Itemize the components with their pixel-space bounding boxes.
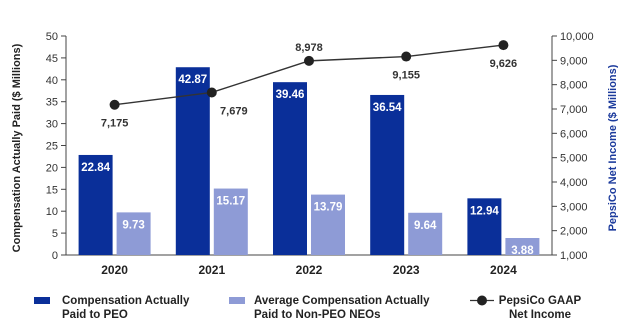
net-income-label: 7,175 — [101, 118, 129, 130]
bar-label-neo: 9.73 — [122, 219, 144, 231]
x-tick-label: 2024 — [490, 263, 517, 277]
legend-swatch-peo — [34, 297, 50, 304]
bar-neo — [408, 212, 443, 255]
x-tick-label: 2022 — [296, 263, 323, 277]
y2-tick-label: 10,000 — [560, 31, 594, 43]
y-tick-label: 35 — [46, 97, 58, 109]
legend-item-net-income: PepsiCo GAAP Net Income — [470, 295, 582, 321]
legend-label-net-income-1: PepsiCo GAAP — [499, 295, 582, 307]
bar-label-neo: 15.17 — [216, 196, 245, 208]
y-tick-label: 45 — [46, 53, 58, 65]
y2-axis-label: PepsiCo Net Income ($ Millions) — [607, 64, 618, 231]
bar-peo — [78, 154, 113, 255]
net-income-label: 7,679 — [220, 105, 248, 117]
y-tick-label: 0 — [52, 250, 58, 262]
net-income-label: 9,626 — [490, 58, 518, 70]
bar-label-peo: 39.46 — [276, 89, 305, 101]
y-tick-label: 20 — [46, 162, 58, 174]
x-tick-label: 2023 — [393, 263, 420, 277]
net-income-point — [109, 99, 120, 110]
y-axis-label: Compensation Actually Paid ($ Millions) — [11, 43, 23, 252]
legend-label-neo-2: Paid to Non-PEO NEOs — [254, 309, 381, 321]
y-tick-label: 25 — [46, 141, 58, 153]
bar-neo — [213, 188, 248, 255]
y2-tick-label: 7,000 — [560, 104, 588, 116]
legend-swatch-neo — [229, 297, 245, 304]
bar-label-peo: 36.54 — [373, 102, 402, 114]
y2-tick-label: 3,000 — [560, 201, 588, 213]
bar-label-peo: 22.84 — [81, 162, 110, 174]
legend-marker-net-income — [477, 295, 487, 306]
right-axis: 1,000 2,000 3,000 4,000 5,000 6,000 7,000 8,000… — [551, 31, 594, 262]
x-tick-label: 2021 — [198, 263, 225, 277]
y-tick-label: 5 — [52, 228, 58, 240]
bar-peo — [273, 82, 307, 256]
net-income-polyline — [114, 44, 504, 106]
bar-label-peo: 12.94 — [470, 205, 499, 217]
legend-item-peo: Compensation Actually Paid to PEO — [34, 295, 190, 321]
net-income-label: 8,978 — [295, 42, 323, 54]
y2-tick-label: 5,000 — [560, 153, 588, 165]
legend-label-peo-2: Paid to PEO — [62, 309, 128, 321]
y-tick-label: 15 — [46, 184, 58, 196]
y2-tick-label: 1,000 — [560, 250, 588, 262]
y2-tick-label: 8,000 — [560, 80, 588, 92]
legend-label-neo-1: Average Compensation Actually — [254, 295, 430, 307]
bar-label-neo: 9.64 — [414, 220, 437, 232]
net-income-point — [304, 55, 314, 66]
bar-neo — [116, 212, 151, 255]
y2-tick-label: 4,000 — [560, 177, 588, 189]
bar-neo — [311, 194, 345, 255]
legend-label-net-income-2: Net Income — [509, 309, 571, 321]
bar-peo — [370, 94, 405, 255]
net-income-point — [206, 87, 217, 98]
y-tick-label: 10 — [46, 206, 58, 218]
y2-tick-label: 9,000 — [560, 55, 588, 67]
bar-peo — [467, 198, 502, 255]
legend-item-neo: Average Compensation Actually Paid to No… — [229, 295, 430, 321]
category-labels: 2020 2021 2022 2023 2024 — [101, 263, 517, 277]
net-income-point — [401, 51, 412, 62]
bar-neo — [505, 238, 540, 255]
bars: 22.84 9.73 42.87 15.17 39.46 13.79 36.54 9.64 12… — [78, 67, 540, 257]
bar-peo — [175, 67, 210, 255]
legend-label-peo-1: Compensation Actually — [62, 295, 190, 307]
y2-tick-label: 2,000 — [560, 226, 588, 238]
bar-label-neo: 3.88 — [511, 245, 534, 257]
bar-label-peo: 42.87 — [178, 74, 207, 86]
y2-tick-label: 6,000 — [560, 128, 588, 140]
net-income-point — [498, 40, 509, 51]
legend: Compensation Actually Paid to PEO Averag… — [34, 295, 582, 321]
y-tick-label: 50 — [46, 31, 58, 43]
y-tick-label: 40 — [46, 75, 58, 87]
y-tick-label: 30 — [46, 119, 58, 131]
net-income-line: 7,175 7,679 8,978 9,155 9,626 — [101, 40, 517, 130]
bar-label-neo: 13.79 — [314, 202, 343, 214]
net-income-label: 9,155 — [392, 70, 420, 82]
x-tick-label: 2020 — [101, 263, 128, 277]
